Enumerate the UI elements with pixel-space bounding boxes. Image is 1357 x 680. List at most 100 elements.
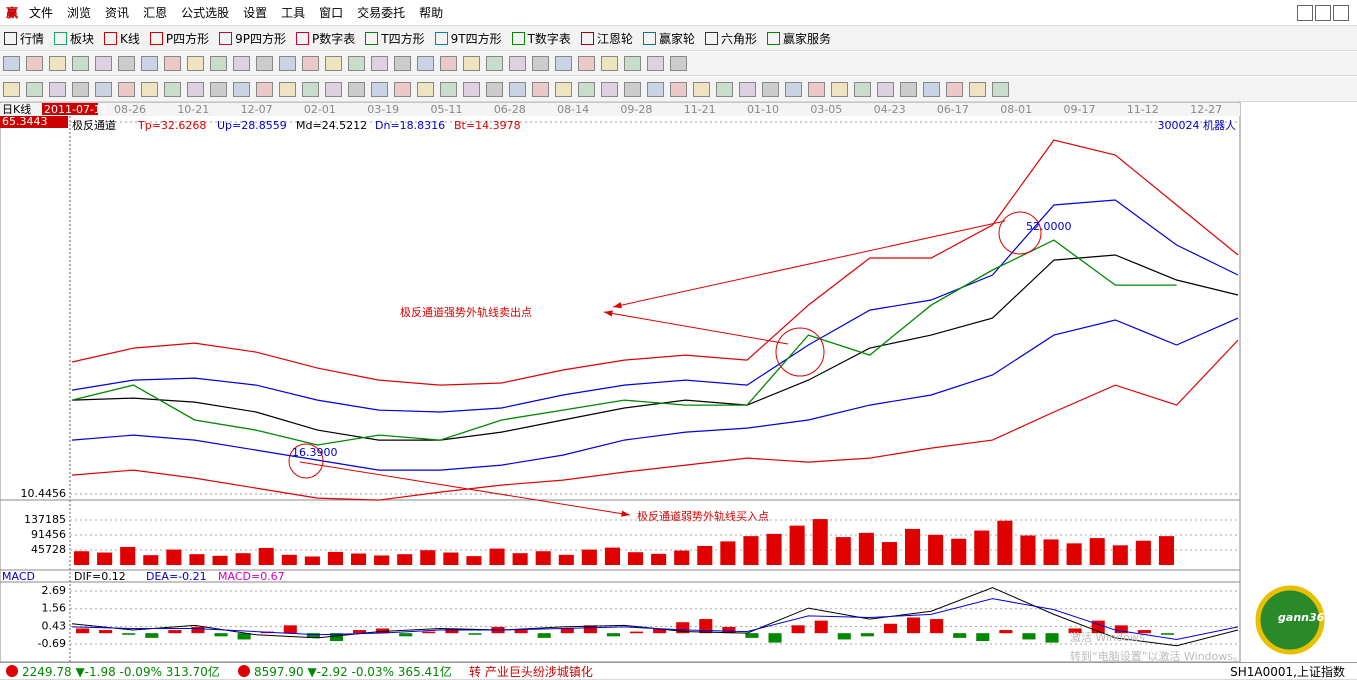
tool-icon[interactable] — [762, 81, 779, 97]
tool-icon[interactable] — [532, 56, 549, 71]
tool-icon[interactable] — [831, 81, 848, 97]
tool-icon[interactable] — [946, 81, 963, 97]
tool-icon[interactable] — [670, 81, 687, 97]
tool-icon[interactable] — [164, 81, 181, 97]
tool-icon[interactable] — [187, 56, 204, 71]
tool-icon[interactable] — [647, 81, 664, 97]
tool-icon[interactable] — [371, 56, 388, 71]
tool-icon[interactable] — [417, 56, 434, 71]
tool-icon[interactable] — [141, 81, 158, 97]
tool-icon[interactable] — [716, 81, 733, 97]
menu-item[interactable]: 公式选股 — [181, 6, 230, 20]
tool-icon[interactable] — [992, 81, 1009, 97]
tool-icon[interactable] — [670, 56, 687, 71]
tool-icon[interactable] — [279, 81, 296, 97]
tool-icon[interactable] — [854, 81, 871, 97]
tool-icon[interactable] — [877, 81, 894, 97]
tool-icon[interactable] — [463, 81, 480, 97]
tool-icon[interactable] — [486, 56, 503, 71]
menu-item[interactable]: 文件 — [29, 6, 54, 20]
toolbar-button[interactable]: T四方形 — [365, 30, 425, 47]
toolbar-button[interactable]: P四方形 — [149, 30, 209, 47]
tool-icon[interactable] — [233, 56, 250, 71]
tool-icon[interactable] — [302, 56, 319, 71]
tool-icon[interactable] — [509, 56, 526, 71]
toolbar-button[interactable]: 赢家服务 — [766, 30, 831, 47]
tool-icon[interactable] — [210, 56, 227, 71]
tool-icon[interactable] — [187, 81, 204, 97]
tool-icon[interactable] — [440, 81, 457, 97]
tool-icon[interactable] — [164, 56, 181, 71]
tool-icon[interactable] — [739, 81, 756, 97]
toolbar-button[interactable]: 板块 — [54, 30, 94, 47]
tool-icon[interactable] — [279, 56, 296, 71]
tool-icon[interactable] — [49, 56, 66, 71]
tool-icon[interactable] — [26, 81, 43, 97]
tool-icon[interactable] — [440, 56, 457, 71]
tool-icon[interactable] — [49, 81, 66, 97]
menu-item[interactable]: 设置 — [243, 6, 268, 20]
tool-icon[interactable] — [808, 81, 825, 97]
menu-item[interactable]: 窗口 — [319, 6, 344, 20]
toolbar-button[interactable]: P数字表 — [296, 30, 355, 47]
tool-icon[interactable] — [923, 81, 940, 97]
tool-icon[interactable] — [693, 81, 710, 97]
menu-item[interactable]: 汇恩 — [143, 6, 168, 20]
toolbar-button[interactable]: 赢家轮 — [642, 30, 695, 47]
tool-icon[interactable] — [72, 81, 89, 97]
tool-icon[interactable] — [302, 81, 319, 97]
tool-icon[interactable] — [256, 56, 273, 71]
toolbar-button[interactable]: K线 — [104, 30, 140, 47]
tool-icon[interactable] — [969, 81, 986, 97]
tool-icon[interactable] — [394, 56, 411, 71]
tool-icon[interactable] — [348, 56, 365, 71]
tool-icon[interactable] — [555, 81, 572, 97]
tool-icon[interactable] — [95, 56, 112, 71]
tool-icon[interactable] — [348, 81, 365, 97]
tool-icon[interactable] — [3, 81, 20, 97]
menu-item[interactable]: 工具 — [281, 6, 306, 20]
toolbar-button[interactable]: T数字表 — [511, 30, 571, 47]
tool-icon[interactable] — [785, 81, 802, 97]
tool-icon[interactable] — [900, 81, 917, 97]
menu-item[interactable]: 帮助 — [419, 6, 444, 20]
window-button[interactable] — [1315, 4, 1331, 21]
tool-icon[interactable] — [256, 81, 273, 97]
tool-icon[interactable] — [141, 56, 158, 71]
tool-icon[interactable] — [509, 81, 526, 97]
tool-icon[interactable] — [118, 81, 135, 97]
tool-icon[interactable] — [325, 56, 342, 71]
tool-icon[interactable] — [555, 56, 572, 71]
tool-icon[interactable] — [578, 56, 595, 71]
tool-icon[interactable] — [233, 81, 250, 97]
window-button[interactable] — [1297, 4, 1313, 21]
tool-icon[interactable] — [3, 56, 20, 71]
tool-icon[interactable] — [325, 81, 342, 97]
tool-icon[interactable] — [26, 56, 43, 71]
tool-icon[interactable] — [95, 81, 112, 97]
toolbar-button[interactable]: 9P四方形 — [219, 30, 286, 47]
tool-icon[interactable] — [624, 81, 641, 97]
toolbar-button[interactable]: 9T四方形 — [434, 30, 502, 47]
tool-icon[interactable] — [601, 81, 618, 97]
tool-icon[interactable] — [463, 56, 480, 71]
tool-icon[interactable] — [394, 81, 411, 97]
tool-icon[interactable] — [371, 81, 388, 97]
tool-icon[interactable] — [72, 56, 89, 71]
tool-icon[interactable] — [578, 81, 595, 97]
tool-icon[interactable] — [624, 56, 641, 71]
toolbar-button[interactable]: 行情 — [4, 30, 44, 47]
tool-icon[interactable] — [647, 56, 664, 71]
menu-item[interactable]: 交易委托 — [357, 6, 406, 20]
toolbar-button[interactable]: 六角形 — [704, 30, 757, 47]
tool-icon[interactable] — [601, 56, 618, 71]
tool-icon[interactable] — [210, 81, 227, 97]
window-button[interactable] — [1333, 4, 1349, 21]
tool-icon[interactable] — [486, 81, 503, 97]
tool-icon[interactable] — [118, 56, 135, 71]
menu-item[interactable]: 浏览 — [67, 6, 92, 20]
toolbar-button[interactable]: 江恩轮 — [580, 30, 633, 47]
menu-item[interactable]: 资讯 — [105, 6, 130, 20]
tool-icon[interactable] — [532, 81, 549, 97]
tool-icon[interactable] — [417, 81, 434, 97]
